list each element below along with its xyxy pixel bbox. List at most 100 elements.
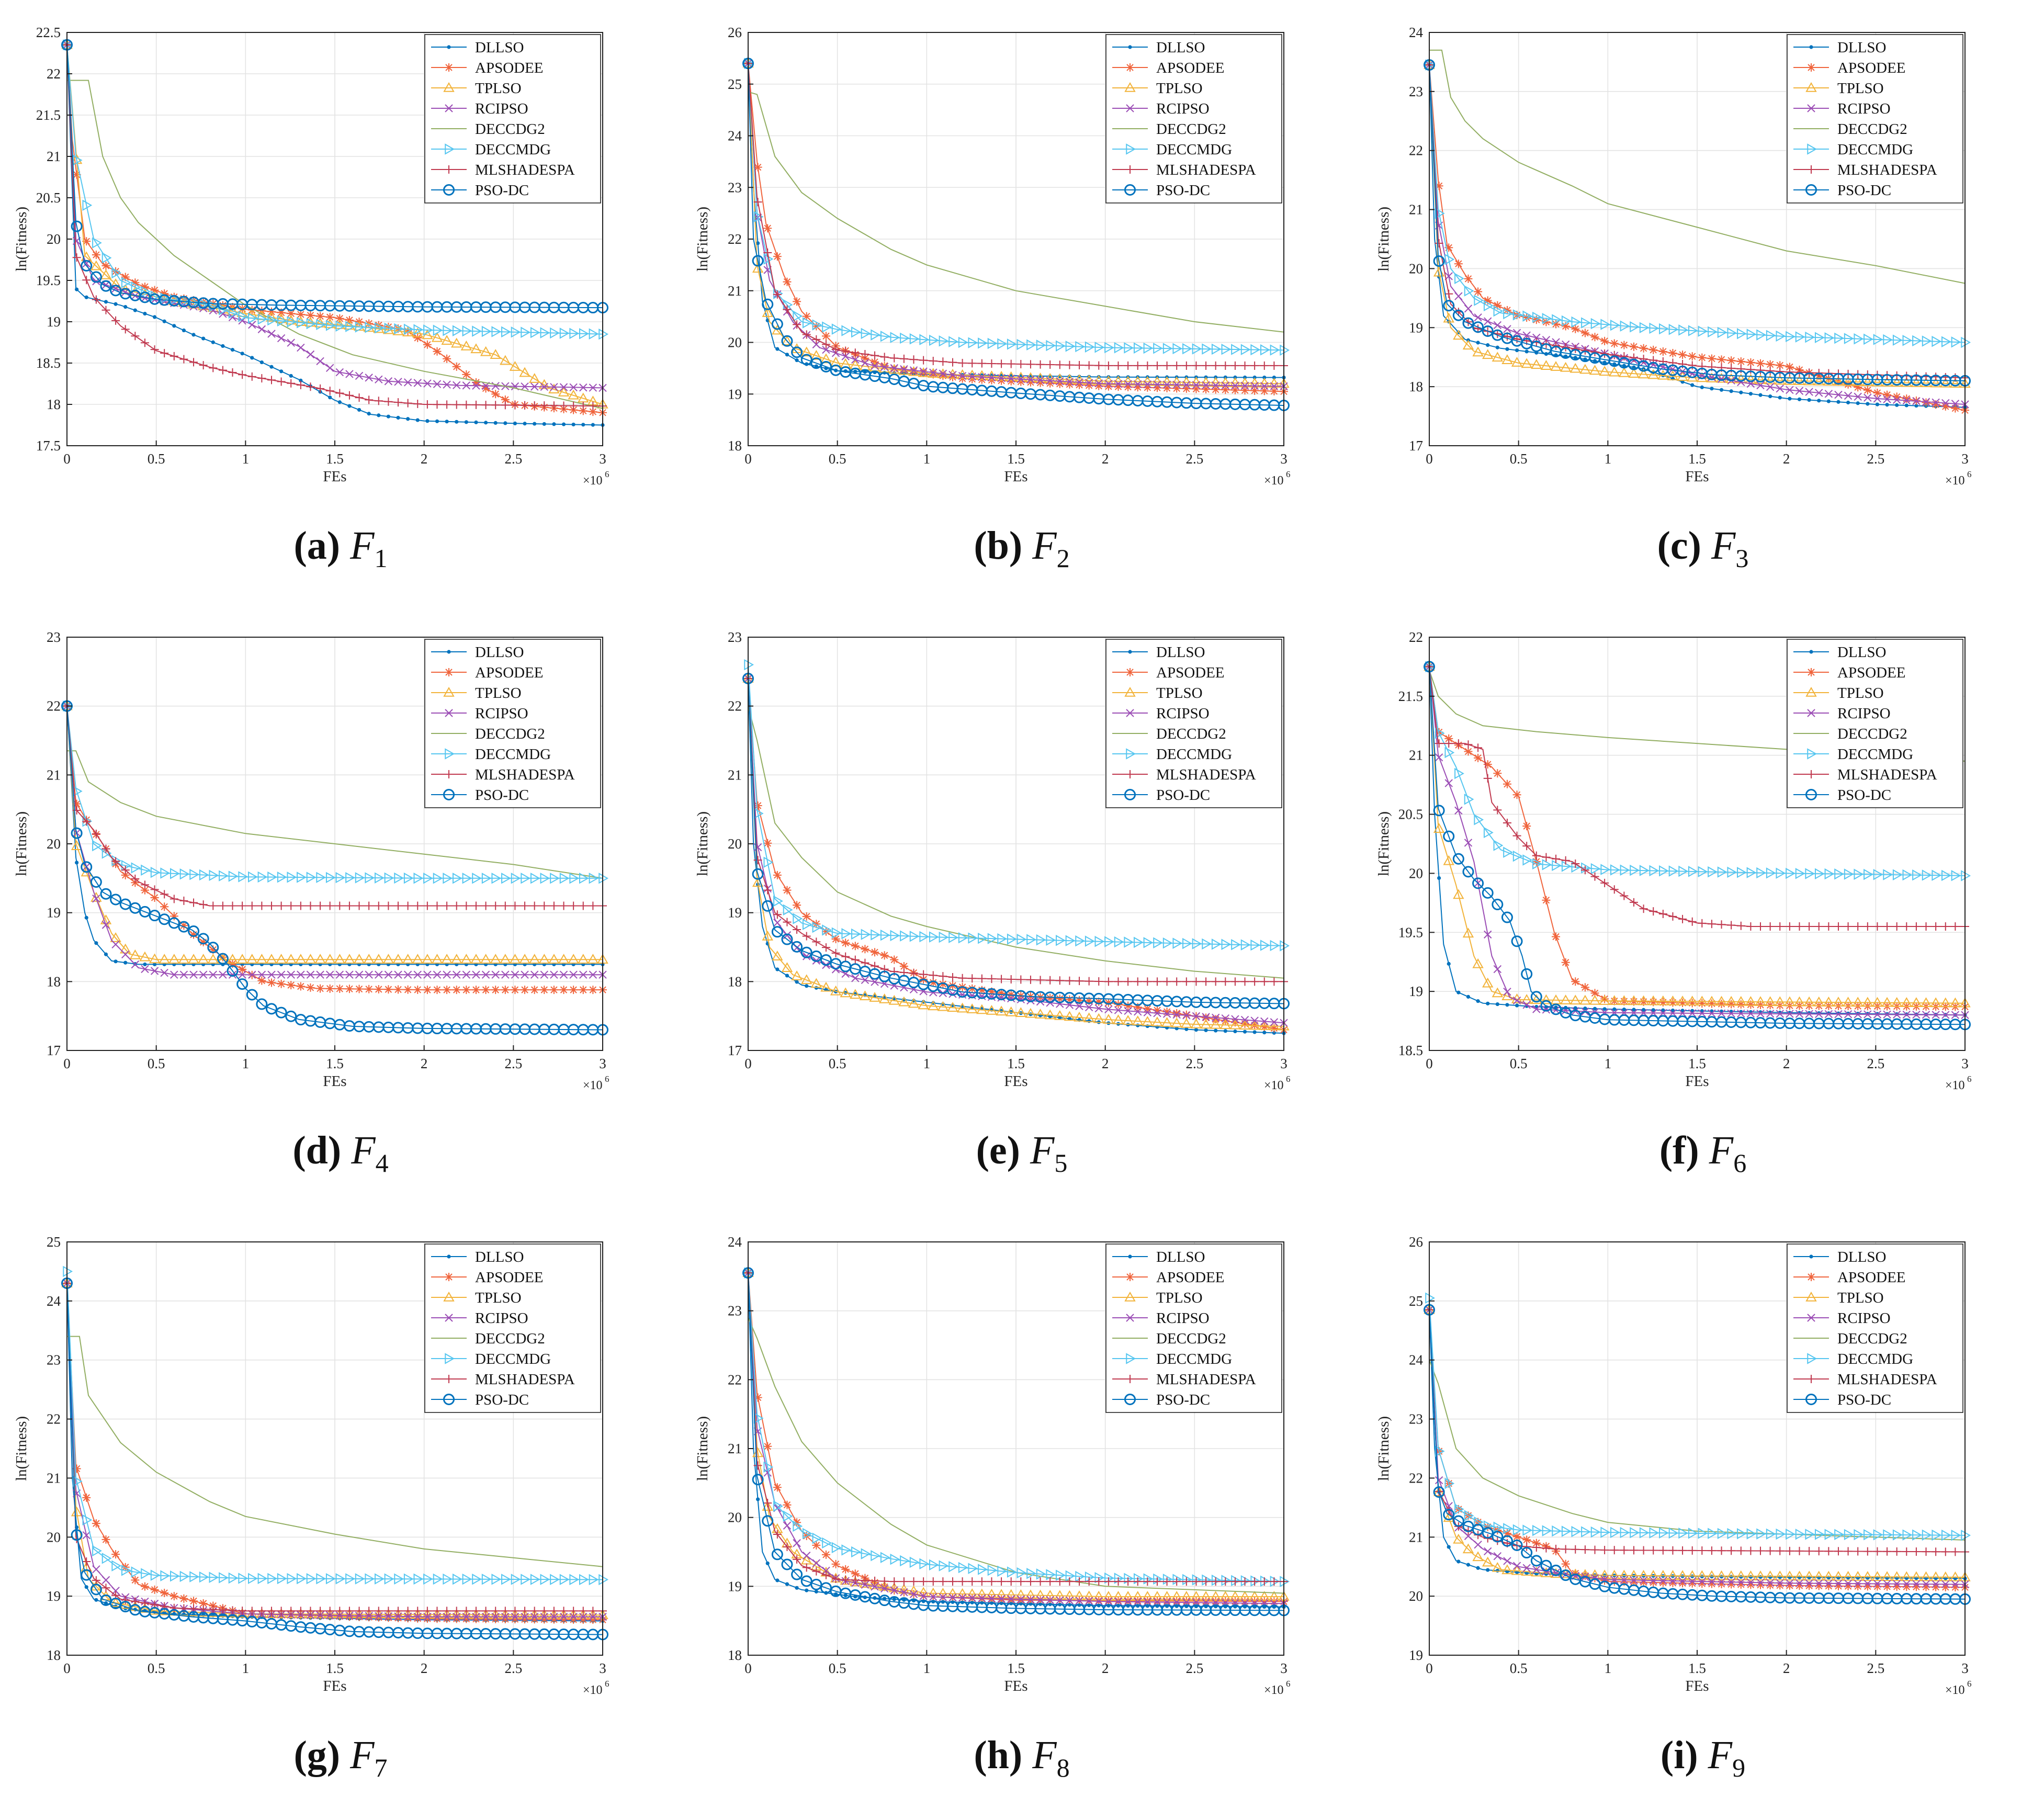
series-marker (1435, 753, 1443, 762)
series-marker (1433, 255, 1445, 267)
series-marker (197, 933, 209, 945)
series-marker (521, 970, 529, 979)
series-marker (1932, 1582, 1940, 1591)
series-marker (1708, 1009, 1716, 1017)
series-marker (199, 970, 208, 979)
series-marker (1552, 1525, 1562, 1537)
series-deccmdg (63, 39, 609, 340)
series-marker (501, 1607, 510, 1615)
series-marker (937, 1001, 949, 1011)
series-marker (1172, 1009, 1181, 1017)
series-marker (325, 387, 334, 395)
series-marker (266, 1608, 277, 1618)
series-marker (443, 901, 451, 910)
legend-label: DECCMDG (1156, 1351, 1232, 1367)
series-marker (1142, 1591, 1154, 1601)
series-marker (92, 1565, 100, 1574)
series-marker (1856, 401, 1860, 405)
series-marker (75, 287, 79, 291)
legend-label: DECCDG2 (1156, 1330, 1226, 1347)
series-marker (1805, 1579, 1813, 1588)
series-marker (939, 1560, 949, 1571)
series-marker (1512, 790, 1521, 799)
legend-marker (1126, 668, 1134, 676)
series-marker (1142, 1016, 1154, 1026)
series-marker (1678, 1579, 1687, 1588)
series-marker (1628, 995, 1640, 1005)
series-marker (1085, 997, 1093, 1005)
series-marker (1914, 403, 1918, 408)
series-marker (880, 1584, 889, 1593)
series-marker (1532, 311, 1542, 323)
legend-item-deccdg2: DECCDG2 (431, 121, 545, 138)
series-marker (491, 901, 500, 910)
series-marker (1074, 1590, 1085, 1600)
series-marker (1647, 995, 1659, 1005)
series-marker (295, 954, 307, 964)
series-marker (530, 1607, 539, 1615)
series-marker (1571, 344, 1580, 353)
series-marker (795, 1586, 799, 1590)
series-marker (481, 384, 490, 393)
legend-item-tplso: TPLSO (1793, 80, 1884, 97)
series-marker (1444, 1477, 1455, 1489)
series-marker (909, 333, 920, 345)
series-marker (1511, 1565, 1523, 1575)
series-marker (821, 927, 830, 936)
series-marker (413, 873, 424, 884)
series-marker (919, 931, 930, 943)
series-marker (1026, 934, 1036, 945)
series-marker (1776, 922, 1785, 931)
series-marker (219, 970, 227, 979)
series-marker (160, 349, 169, 358)
legend-label: DLLSO (1156, 644, 1205, 661)
series-marker (851, 928, 861, 940)
x-tick-label: 1.5 (326, 1056, 344, 1071)
legend-label: TPLSO (1837, 1290, 1884, 1306)
x-multiplier: ×10 (583, 474, 603, 488)
legend-marker (1809, 1254, 1813, 1259)
series-marker (1194, 1028, 1199, 1032)
series-marker (1250, 1577, 1259, 1586)
series-marker (1776, 1579, 1784, 1587)
series-line-deccdg2 (748, 91, 1284, 333)
series-marker (1678, 914, 1687, 923)
series-marker (377, 413, 381, 417)
series-marker (1252, 375, 1257, 380)
series-marker (453, 970, 461, 979)
series-marker (939, 972, 947, 981)
series-marker (92, 251, 100, 259)
series-marker (812, 1541, 821, 1550)
legend-item-pso-dc: PSO-DC (431, 787, 529, 804)
series-marker (1085, 361, 1093, 370)
series-marker (1075, 378, 1083, 387)
series-marker (1786, 1010, 1794, 1018)
y-tick-label: 19 (1409, 1647, 1423, 1663)
series-marker (84, 915, 88, 920)
series-marker (1493, 305, 1504, 317)
series-marker (110, 1597, 122, 1609)
caption-letter: (h) (974, 1733, 1023, 1777)
series-line-pso-dc (748, 63, 1284, 406)
series-marker (1766, 1010, 1775, 1018)
series-marker (365, 322, 375, 333)
series-marker (1560, 994, 1572, 1004)
series-marker (1951, 922, 1960, 931)
series-marker (299, 378, 303, 382)
series-marker (403, 378, 412, 387)
series-marker (1922, 922, 1930, 931)
series-marker (267, 970, 276, 979)
series-marker (919, 1558, 930, 1569)
series-marker (1632, 1008, 1636, 1012)
series-marker (1901, 1571, 1913, 1581)
series-marker (1834, 868, 1844, 880)
legend-label: APSODEE (475, 664, 544, 681)
series-marker (540, 970, 548, 979)
series-marker (1883, 334, 1893, 346)
series-marker (871, 978, 879, 986)
series-marker (452, 873, 462, 884)
series-marker (1873, 389, 1882, 398)
series-marker (1532, 851, 1541, 860)
series-marker (1134, 380, 1142, 389)
